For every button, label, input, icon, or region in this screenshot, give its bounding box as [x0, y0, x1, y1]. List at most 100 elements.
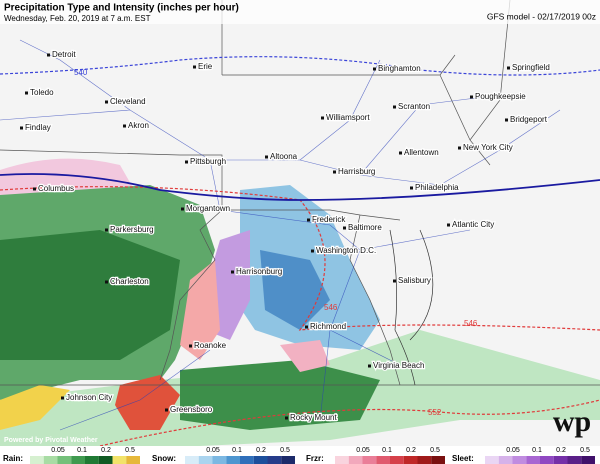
legend-swatch: [403, 456, 418, 464]
legend-swatch: [267, 456, 282, 464]
legend-label: Snow:: [152, 454, 176, 463]
city-label: Erie: [198, 62, 213, 71]
contour-540: [0, 56, 600, 76]
city-label: Bridgeport: [510, 115, 548, 124]
rain-heavy: [0, 230, 180, 360]
city-label: Detroit: [52, 50, 76, 59]
city-label: New York City: [463, 143, 513, 152]
boundaries: [0, 0, 600, 386]
city-dot: [165, 408, 168, 412]
city-dot: [285, 416, 288, 420]
city-label: Williamsport: [326, 113, 370, 122]
model-label: GFS model - 02/17/2019 00z: [487, 11, 596, 21]
logo: wp: [553, 405, 591, 438]
city-dot: [321, 116, 324, 120]
contour-546: [0, 186, 600, 331]
city-dot: [105, 228, 108, 232]
city-dot: [307, 218, 310, 222]
legend-swatch: [567, 456, 582, 464]
city-dot: [61, 396, 64, 400]
city-dot: [399, 151, 402, 155]
city-label: Virginia Beach: [373, 361, 424, 370]
sleet-yellow: [0, 385, 70, 430]
city-dot: [393, 279, 396, 283]
city-dot: [373, 67, 376, 71]
city-dot: [47, 53, 50, 57]
legend-tick-label: 0.2: [406, 447, 416, 454]
legend-swatch: [540, 456, 554, 464]
legend-swatch: [98, 456, 113, 464]
state-lines: [0, 0, 600, 386]
legend-tick-label: 0.1: [77, 447, 87, 454]
city-dot: [447, 223, 450, 227]
city-dot: [343, 226, 346, 230]
contour-label: 546: [464, 319, 478, 328]
frzr-patch: [280, 340, 330, 372]
credit: Powered by Pivotal Weather: [4, 437, 98, 444]
legend-swatch: [498, 456, 513, 464]
city-label: Richmond: [310, 322, 346, 331]
legend-swatch: [390, 456, 404, 464]
city-dot: [193, 65, 196, 69]
legend-swatch: [581, 456, 595, 464]
city-label: Salisbury: [398, 276, 431, 285]
city-label: Columbus: [38, 184, 74, 193]
legend-swatch: [198, 456, 213, 464]
legend-swatch: [226, 456, 240, 464]
legend-label: Sleet:: [452, 454, 474, 463]
city-label: Altoona: [270, 152, 298, 161]
legend-swatch: [253, 456, 268, 464]
city-dot: [305, 325, 308, 329]
title: Precipitation Type and Intensity (inches…: [4, 3, 239, 14]
rain-moderate: [180, 360, 380, 430]
city-dot: [265, 155, 268, 159]
city-label: Greensboro: [170, 405, 213, 414]
city-dot: [189, 344, 192, 348]
city-dot: [368, 364, 371, 368]
legend-swatch: [512, 456, 527, 464]
legend-tick-label: 0.5: [280, 447, 290, 454]
legend-label: Frzr:: [306, 454, 324, 463]
legend-tick-label: 0.1: [382, 447, 392, 454]
legend-swatch: [526, 456, 540, 464]
legend-band: [0, 446, 600, 464]
city-dot: [470, 95, 473, 99]
city-label: Parkersburg: [110, 225, 154, 234]
city-label: Atlantic City: [452, 220, 494, 229]
city-dot: [105, 100, 108, 104]
legend-swatch: [431, 456, 445, 464]
legend-swatch: [376, 456, 390, 464]
legend-swatch: [348, 456, 363, 464]
freezing-line: [0, 173, 600, 201]
frzr-area: [180, 260, 220, 360]
legend-tick-label: 0.1: [232, 447, 242, 454]
city-dot: [123, 124, 126, 128]
contour-label: 540: [74, 68, 88, 77]
legend-swatch: [281, 456, 295, 464]
contour-label: 552: [428, 408, 442, 417]
legend-tick-label: 0.05: [206, 447, 220, 454]
city-label: Frederick: [312, 215, 346, 224]
legend-swatch: [85, 456, 99, 464]
contour-label: 546: [324, 303, 338, 312]
legend-swatch: [485, 456, 499, 464]
legend-tick-label: 0.05: [506, 447, 520, 454]
subtitle: Wednesday, Feb. 20, 2019 at 7 a.m. EST: [4, 14, 151, 23]
legend-swatch: [240, 456, 254, 464]
legend-swatch: [43, 456, 58, 464]
city-dot: [231, 270, 234, 274]
header-band: [0, 0, 600, 24]
city-dot: [181, 207, 184, 211]
frzr-heavy: [115, 375, 180, 430]
legend-tick-label: 0.5: [580, 447, 590, 454]
legend-swatch: [417, 456, 432, 464]
legend-swatch: [71, 456, 85, 464]
city-dot: [393, 105, 396, 109]
contour-labels: 540 546 546 552: [74, 68, 478, 417]
city-label: Harrisonburg: [236, 267, 282, 276]
city-dot: [458, 146, 461, 150]
city-label: Springfield: [512, 63, 550, 72]
legend-tick-label: 0.05: [356, 447, 370, 454]
legend-label: Rain:: [3, 454, 23, 463]
